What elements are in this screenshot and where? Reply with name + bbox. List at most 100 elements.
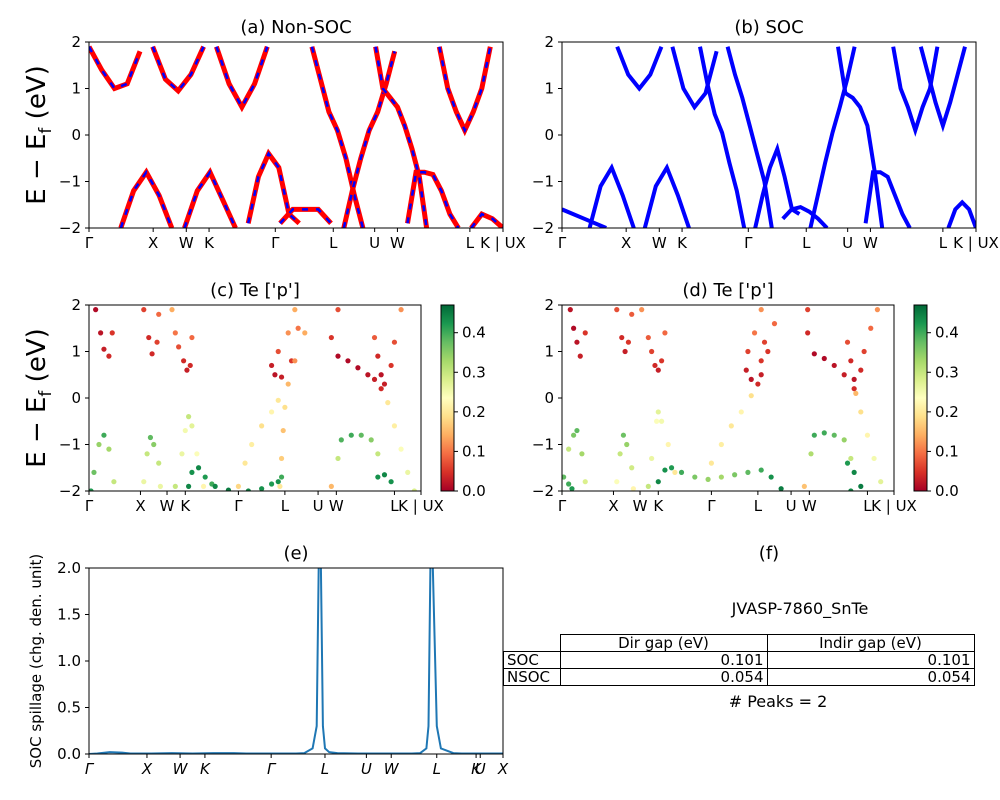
y-tick-label-c: 0 (71, 389, 81, 407)
axes-frame-e (88, 567, 504, 755)
gap-table-row-nsoc: NSOC 0.054 0.054 (503, 668, 975, 686)
projection-point (371, 334, 378, 341)
projection-point (109, 330, 115, 336)
y-tick-label-d: 1 (544, 343, 554, 361)
projection-point (186, 483, 192, 489)
projection-point (335, 455, 341, 462)
plot-area-a (89, 45, 503, 228)
projection-point (179, 451, 185, 457)
projection-point (771, 321, 778, 327)
x-tick-label-c: W (160, 497, 175, 515)
projection-point (579, 451, 585, 457)
projection-point (277, 483, 283, 489)
projection-point (765, 348, 771, 355)
projection-point (574, 427, 580, 434)
projection-point (275, 348, 281, 355)
x-tick-label-e: X (141, 760, 153, 778)
projection-point (278, 474, 285, 480)
projection-point (335, 353, 341, 359)
projection-point (89, 488, 94, 491)
projection-point (655, 479, 661, 485)
x-tick-label-e: X (497, 760, 509, 778)
projection-point (841, 437, 847, 443)
projection-point (851, 386, 857, 392)
colorbar-tick-label: 0.1 (935, 442, 959, 460)
colorbar-tick-label: 0.3 (462, 363, 486, 381)
projection-point (398, 446, 404, 452)
projection-point (649, 348, 655, 355)
y-tick-label-d: 0 (544, 389, 554, 407)
x-tick-label-d: U (786, 497, 797, 515)
projection-point (821, 355, 827, 362)
projection-point (566, 446, 572, 452)
projection-point (144, 451, 150, 457)
projection-point (665, 441, 671, 448)
projection-point (200, 483, 207, 489)
projection-point (328, 334, 334, 341)
colorbar-tick-label: 0.1 (462, 442, 486, 460)
projection-point (398, 307, 404, 313)
projection-point (614, 307, 620, 313)
band-line-soc (642, 163, 691, 228)
projection-point (285, 381, 291, 387)
gap-table-header-row: Dir gap (eV) Indir gap (eV) (504, 634, 975, 652)
y-tick-label-d: −2 (532, 482, 554, 500)
projection-point (868, 325, 874, 331)
projection-point (355, 365, 361, 371)
projection-point (189, 469, 195, 475)
x-tick-label-d: K | UX (871, 497, 917, 515)
projection-point (93, 307, 99, 313)
x-tick-label-b: K (677, 234, 688, 252)
peaks-count: # Peaks = 2 (729, 692, 828, 711)
band-line-soc-overlay (246, 151, 301, 225)
x-tick-label-b: X (621, 234, 631, 252)
band-line-soc (615, 45, 664, 92)
x-tick-label-d: X (608, 497, 618, 515)
y-tick-label-a: 0 (71, 126, 81, 144)
projection-point (91, 469, 97, 475)
projection-point (225, 487, 232, 491)
panel-e-axes: 2.01.51.00.50.0Γ X W K Γ L U W L KU X (57, 559, 509, 778)
projection-point (156, 311, 162, 317)
projection-point (375, 474, 381, 480)
projection-point (157, 483, 163, 489)
x-tick-label-a: K (204, 234, 215, 252)
projection-point (378, 386, 384, 392)
x-tick-label-a: L (466, 234, 475, 252)
projection-point (181, 358, 187, 364)
projection-point (245, 488, 251, 491)
projection-point (619, 334, 625, 341)
projection-point (678, 469, 685, 475)
y-tick-label-e: 0.0 (57, 745, 81, 763)
x-tick-label-a: Γ (271, 234, 280, 252)
projection-point (630, 486, 636, 491)
projection-point (662, 330, 668, 336)
projection-point (169, 307, 175, 313)
band-line-soc-overlay (215, 46, 269, 110)
band-line-nonsoc (118, 167, 175, 228)
projection-point (381, 381, 388, 387)
x-tick-label-c: K | UX (398, 497, 444, 515)
panel-a-ylabel: E − Ef (eV) (22, 65, 56, 205)
y-tick-label-b: −2 (532, 219, 554, 237)
projection-point (659, 358, 665, 364)
projection-point (821, 430, 827, 436)
projection-point (149, 351, 155, 357)
gap-table-header-dir: Dir gap (eV) (559, 634, 768, 652)
projection-point (292, 358, 298, 364)
x-tick-label-a: Γ (85, 234, 94, 252)
y-tick-label-a: 1 (71, 80, 81, 98)
projection-point (848, 488, 854, 491)
projection-point (391, 339, 398, 345)
x-tick-label-e: L (321, 760, 329, 778)
x-tick-label-e: W (173, 760, 189, 778)
projection-point (718, 474, 724, 480)
band-line-nonsoc (150, 45, 206, 95)
band-line-nonsoc (89, 45, 143, 92)
y-tick-label-e: 1.5 (57, 606, 81, 624)
projection-point (808, 451, 814, 457)
projection-point (748, 393, 754, 399)
x-tick-label-d: Γ (707, 497, 716, 515)
x-tick-label-e: L (433, 760, 441, 778)
projection-point (249, 441, 255, 448)
